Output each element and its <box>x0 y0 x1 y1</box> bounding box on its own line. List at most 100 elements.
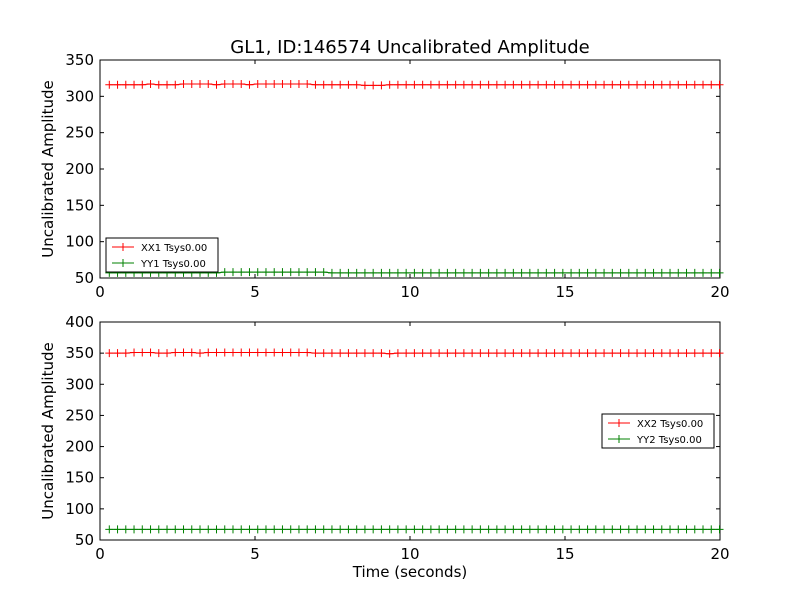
data-point <box>121 525 130 534</box>
legend-marker <box>608 419 630 427</box>
data-point <box>286 348 295 357</box>
data-point <box>649 525 658 534</box>
data-point <box>707 349 716 358</box>
data-point <box>369 81 378 90</box>
data-point <box>666 525 675 534</box>
data-point <box>558 525 567 534</box>
data-point <box>666 268 675 277</box>
data-point <box>600 349 609 358</box>
data-point <box>484 268 493 277</box>
y-tick-label: 300 <box>65 375 94 393</box>
data-point <box>245 525 254 534</box>
data-point <box>385 80 394 89</box>
data-point <box>443 525 452 534</box>
y-tick-label: 250 <box>65 406 94 424</box>
data-point <box>633 80 642 89</box>
data-point <box>674 525 683 534</box>
data-point <box>657 80 666 89</box>
data-point <box>270 525 279 534</box>
y-tick-label: 300 <box>65 87 94 105</box>
data-point <box>525 349 534 358</box>
data-point <box>542 268 551 277</box>
data-point <box>245 348 254 357</box>
data-point <box>484 349 493 358</box>
data-point <box>319 525 328 534</box>
data-point <box>501 268 510 277</box>
data-point <box>253 79 262 88</box>
data-point <box>154 525 163 534</box>
data-point <box>624 80 633 89</box>
data-point <box>657 525 666 534</box>
legend-marker <box>608 435 630 443</box>
y-tick-label: 150 <box>65 469 94 487</box>
data-point <box>179 79 188 88</box>
data-point <box>591 525 600 534</box>
x-tick-label: 0 <box>95 545 105 563</box>
data-point <box>591 349 600 358</box>
y-axis-label-bottom: Uncalibrated Amplitude <box>39 342 57 519</box>
data-point <box>360 349 369 358</box>
data-point <box>212 80 221 89</box>
top-plot: 0 5 10 15 20 50 100 150 200 250 300 350 XX1 Tsys0.00… <box>65 51 729 301</box>
data-point <box>567 349 576 358</box>
data-point <box>641 349 650 358</box>
data-point <box>641 268 650 277</box>
y-tick-label: 100 <box>65 233 94 251</box>
data-point <box>633 525 642 534</box>
data-point <box>575 349 584 358</box>
data-point <box>130 80 139 89</box>
data-point <box>674 80 683 89</box>
data-point <box>303 79 312 88</box>
data-point <box>451 349 460 358</box>
data-point <box>616 525 625 534</box>
data-point <box>245 268 254 277</box>
legend-label: YY2 Tsys0.00 <box>636 435 702 446</box>
data-point <box>699 349 708 358</box>
data-point <box>369 268 378 277</box>
data-point <box>237 348 246 357</box>
data-point <box>509 349 518 358</box>
data-point <box>286 79 295 88</box>
data-point <box>336 268 345 277</box>
data-point <box>666 80 675 89</box>
data-point <box>402 525 411 534</box>
data-point <box>426 349 435 358</box>
data-point <box>443 80 452 89</box>
data-point <box>228 348 237 357</box>
data-point <box>476 525 485 534</box>
data-point <box>707 525 716 534</box>
data-point <box>237 79 246 88</box>
legend-marker <box>112 259 134 267</box>
y-tick-label: 50 <box>75 269 94 287</box>
data-point <box>517 268 526 277</box>
data-point <box>699 525 708 534</box>
data-point <box>591 80 600 89</box>
data-point <box>336 525 345 534</box>
data-point <box>509 80 518 89</box>
data-point <box>517 525 526 534</box>
data-point <box>113 525 122 534</box>
data-point <box>567 80 576 89</box>
data-point <box>468 80 477 89</box>
data-point <box>154 80 163 89</box>
data-point <box>344 525 353 534</box>
data-point <box>649 349 658 358</box>
data-point <box>377 268 386 277</box>
data-point <box>261 79 270 88</box>
data-point <box>393 268 402 277</box>
data-point <box>567 268 576 277</box>
data-point <box>476 268 485 277</box>
data-point <box>509 268 518 277</box>
x-axis-label: Time (seconds) <box>352 563 468 581</box>
data-point <box>525 268 534 277</box>
data-point <box>682 349 691 358</box>
data-point <box>608 80 617 89</box>
data-point <box>426 80 435 89</box>
data-point <box>294 268 303 277</box>
data-point <box>443 349 452 358</box>
data-point <box>591 268 600 277</box>
data-point <box>253 348 262 357</box>
data-point <box>377 81 386 90</box>
data-point <box>385 349 394 358</box>
data-point <box>492 268 501 277</box>
